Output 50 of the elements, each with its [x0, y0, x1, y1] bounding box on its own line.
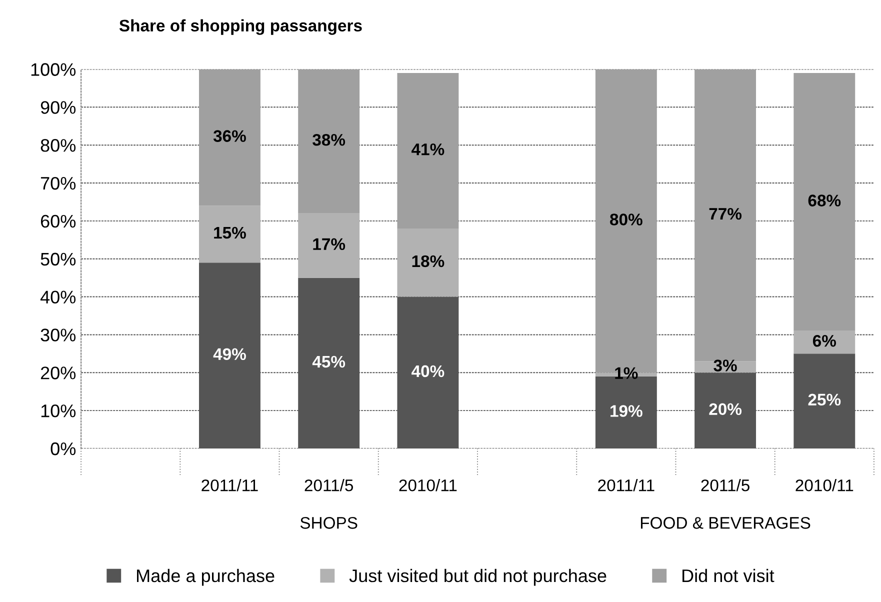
x-tick-label: 2010/11	[399, 479, 457, 492]
y-tick-label: 0%	[50, 442, 76, 456]
x-tick-label: 2011/11	[202, 479, 258, 492]
legend-label: Made a purchase	[137, 568, 274, 586]
x-tick-label: 2011/5	[701, 479, 750, 492]
data-label: 40%	[412, 365, 444, 378]
legend-label: Just visited but did not purchase	[349, 568, 606, 586]
data-label: 6%	[812, 334, 836, 347]
text: SHOPS	[300, 517, 358, 529]
y-tick-label: 60%	[40, 214, 76, 228]
y-tick-label: 100%	[31, 63, 76, 76]
data-label: 41%	[412, 143, 444, 156]
y-tick-label: 40%	[40, 290, 76, 304]
data-label: 68%	[808, 194, 841, 206]
x-tick-label: 2011/11	[598, 479, 654, 492]
bar	[298, 69, 360, 214]
data-label: 17%	[313, 238, 346, 250]
data-label: 80%	[610, 214, 642, 226]
bar	[397, 228, 459, 297]
bar	[298, 213, 360, 278]
data-label: 77%	[709, 208, 742, 220]
y-tick-label: 80%	[40, 139, 76, 152]
data-label: 25%	[808, 394, 841, 406]
data-label: 15%	[214, 226, 246, 239]
legend-label: Did not visit	[682, 568, 774, 582]
data-label: 18%	[412, 255, 444, 268]
chart-title: Share of shopping passangers	[119, 19, 362, 35]
x-tick-label: 2010/11	[796, 479, 854, 492]
data-label: 45%	[312, 356, 346, 368]
data-label: 49%	[213, 348, 246, 360]
data-label: 36%	[213, 130, 246, 142]
bar	[198, 69, 260, 206]
data-label: 1%	[615, 367, 638, 379]
bar	[694, 69, 756, 362]
bar	[794, 330, 856, 354]
bar	[397, 73, 459, 229]
bar	[794, 73, 856, 331]
x-tick-label: 2011/5	[304, 479, 354, 492]
data-label: 3%	[714, 360, 737, 372]
y-tick-label: 30%	[40, 328, 76, 342]
y-tick-label: 10%	[41, 404, 76, 418]
y-tick-label: 50%	[40, 252, 76, 266]
bar	[198, 206, 260, 263]
text: FOOD & BEVERAGES	[640, 517, 810, 529]
y-tick-label: 70%	[40, 176, 76, 190]
y-tick-label: 90%	[40, 101, 76, 114]
data-label: 38%	[312, 134, 346, 146]
y-tick-label: 20%	[40, 366, 76, 380]
data-label: 20%	[709, 403, 742, 416]
data-label: 19%	[610, 405, 642, 417]
